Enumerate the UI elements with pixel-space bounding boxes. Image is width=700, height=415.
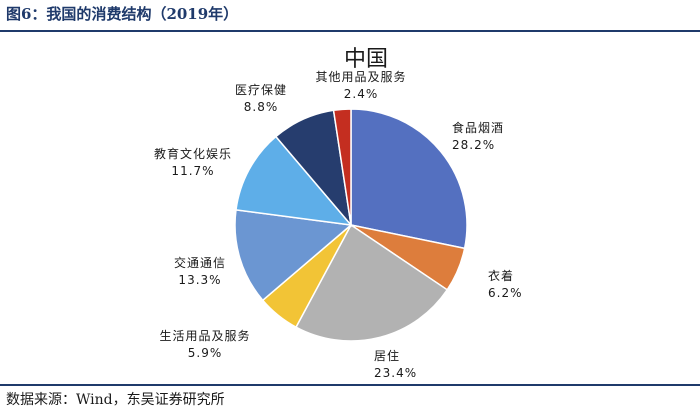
slice-name: 其他用品及服务 <box>315 70 407 84</box>
slice-name: 居住 <box>374 349 401 363</box>
pie-slice-food <box>350 108 468 250</box>
figure-title: 图6：我国的消费结构（2019年） <box>6 5 239 23</box>
slice-name: 教育文化娱乐 <box>153 147 233 161</box>
slice-percent: 2.4% <box>343 87 379 101</box>
pie-slice-other <box>332 108 352 226</box>
slice-label-transport: 交通通信 13.3% <box>174 255 226 289</box>
slice-name: 交通通信 <box>173 256 227 270</box>
slice-name: 医疗保健 <box>234 83 288 97</box>
slice-percent: 13.3% <box>178 273 222 287</box>
source-note: 数据来源：Wind，东吴证券研究所 <box>6 392 225 408</box>
slice-label-other: 其他用品及服务 2.4% <box>315 69 406 103</box>
slice-percent: 6.2% <box>488 286 523 300</box>
chart-title: 中国 <box>343 47 388 72</box>
slice-label-education: 教育文化娱乐 11.7% <box>154 146 232 180</box>
slice-percent: 23.4% <box>374 366 418 380</box>
pie-slice-transport <box>234 209 353 302</box>
pie-slice-education <box>235 135 353 226</box>
slice-percent: 28.2% <box>452 138 496 152</box>
pie-chart <box>234 108 468 342</box>
slice-label-housing: 居住 23.4% <box>374 348 417 382</box>
slice-name: 食品烟酒 <box>452 121 505 135</box>
slice-name: 衣着 <box>488 269 515 283</box>
bottom-rule <box>0 384 700 386</box>
slice-percent: 8.8% <box>243 100 279 114</box>
chart-panel: 中国 食品烟酒 28.2% 衣着 6.2% 居住 23.4% 生活用品及服务 5… <box>6 34 694 380</box>
slice-label-household: 生活用品及服务 5.9% <box>159 328 250 362</box>
slice-label-clothing: 衣着 6.2% <box>488 268 523 302</box>
slice-percent: 5.9% <box>187 346 223 360</box>
slice-percent: 11.7% <box>171 164 215 178</box>
slice-label-healthcare: 医疗保健 8.8% <box>235 82 287 116</box>
slice-label-food: 食品烟酒 28.2% <box>452 120 504 154</box>
pie-slice-housing <box>295 223 449 342</box>
top-rule <box>0 30 700 32</box>
slice-name: 生活用品及服务 <box>159 329 251 343</box>
